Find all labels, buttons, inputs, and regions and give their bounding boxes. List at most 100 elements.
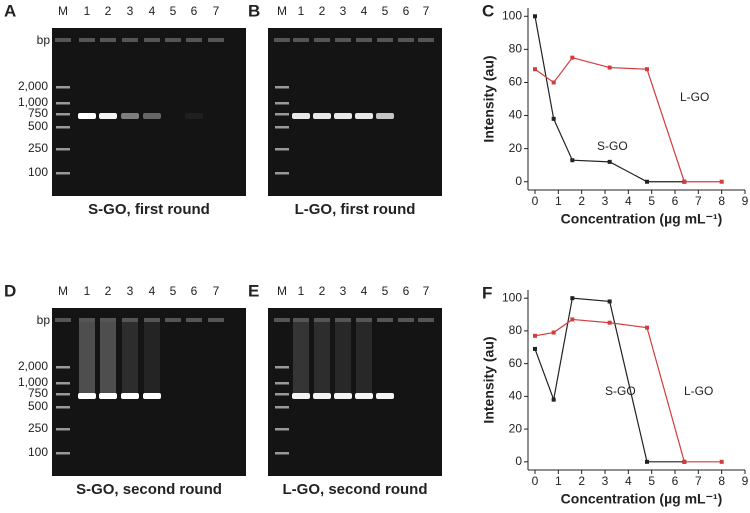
gel-smear (79, 322, 95, 397)
gel-image (268, 308, 442, 476)
y-tick-label: 40 (509, 108, 523, 122)
ladder-band (56, 126, 70, 129)
y-tick-label: 40 (509, 389, 523, 403)
dna-band (121, 113, 139, 119)
data-point (551, 330, 556, 335)
gel-smear (335, 322, 351, 397)
series-label: S-GO (605, 384, 636, 398)
gel-well (186, 318, 202, 322)
ladder-band (275, 452, 289, 455)
lane-label: 7 (423, 284, 430, 298)
dna-band (376, 113, 394, 119)
panel-letter: F (482, 283, 492, 302)
gel-well (335, 318, 351, 322)
gel-well (208, 318, 224, 322)
ladder-band (275, 126, 289, 129)
gel-image (52, 308, 246, 476)
gel-well (55, 318, 71, 322)
y-tick-label: 20 (509, 421, 523, 435)
ladder-band (56, 406, 70, 409)
ladder-band (275, 148, 289, 151)
lane-label: 2 (319, 4, 326, 18)
lane-label: 3 (340, 284, 347, 298)
lane-label: 1 (84, 284, 91, 298)
data-point (533, 333, 537, 338)
data-point (570, 317, 575, 322)
gel-caption: S-GO, first round (88, 201, 210, 218)
gel-well (122, 318, 138, 322)
gel-well (165, 318, 181, 322)
series-line (534, 297, 685, 463)
gel-well (186, 38, 202, 42)
dna-band (143, 113, 161, 119)
gel-caption: L-GO, first round (295, 201, 416, 218)
data-point (570, 55, 575, 60)
x-tick-label: 9 (742, 474, 749, 488)
y-tick-label: 100 (502, 290, 522, 304)
lane-label: 7 (213, 284, 220, 298)
dna-band (292, 393, 310, 399)
lane-label: 3 (127, 4, 134, 18)
x-tick-label: 6 (672, 474, 679, 488)
data-point (607, 159, 612, 164)
lane-label: 1 (298, 4, 305, 18)
dna-band (99, 113, 117, 119)
ladder-band (56, 393, 70, 396)
ladder-band (56, 148, 70, 151)
x-tick-label: 6 (672, 194, 679, 208)
x-tick-label: 4 (625, 474, 632, 488)
lane-label: 6 (403, 4, 410, 18)
ladder-band (56, 382, 70, 385)
x-tick-label: 7 (695, 194, 702, 208)
marker-size-label: 1,000 (18, 95, 48, 109)
x-tick-label: 2 (578, 194, 585, 208)
dna-band (121, 393, 139, 399)
data-point (719, 179, 724, 184)
series-label: S-GO (597, 139, 628, 153)
y-tick-label: 60 (509, 75, 523, 89)
x-tick-label: 5 (648, 194, 655, 208)
gel-well (377, 318, 393, 322)
marker-size-label: 500 (28, 399, 48, 413)
marker-size-label: 250 (28, 141, 48, 155)
lane-label: 4 (361, 4, 368, 18)
data-point (607, 320, 612, 325)
gel-smear (356, 322, 372, 397)
gel-well (55, 38, 71, 42)
marker-unit: bp (37, 33, 51, 47)
y-tick-label: 0 (515, 454, 522, 468)
marker-unit: bp (37, 313, 51, 327)
dna-band (355, 113, 373, 119)
ladder-band (275, 102, 289, 105)
lane-label: 7 (423, 4, 430, 18)
gel-caption: L-GO, second round (283, 481, 428, 498)
lane-label: 2 (105, 4, 112, 18)
gel-well (418, 38, 434, 42)
data-point (570, 296, 575, 301)
series-line (534, 16, 685, 183)
gel-well (398, 318, 414, 322)
data-point (533, 346, 537, 351)
lane-label: 4 (149, 4, 156, 18)
marker-size-label: 1,000 (18, 375, 48, 389)
data-point (551, 397, 556, 402)
marker-size-label: 750 (28, 386, 48, 400)
marker-size-label: 500 (28, 119, 48, 133)
gel-well (398, 38, 414, 42)
series-label: L-GO (680, 90, 709, 104)
data-point (533, 67, 537, 72)
gel-image (268, 28, 442, 196)
marker-size-label: 2,000 (18, 79, 48, 93)
data-point (607, 299, 612, 304)
lane-label: 3 (340, 4, 347, 18)
data-point (645, 459, 649, 464)
x-tick-label: 8 (718, 474, 725, 488)
panel-letter: E (248, 281, 259, 300)
ladder-band (275, 382, 289, 385)
x-tick-label: 0 (532, 194, 539, 208)
y-tick-label: 20 (509, 141, 523, 155)
dna-band (376, 393, 394, 399)
marker-size-label: 100 (28, 165, 48, 179)
dna-band (78, 113, 96, 119)
ladder-band (56, 366, 70, 369)
